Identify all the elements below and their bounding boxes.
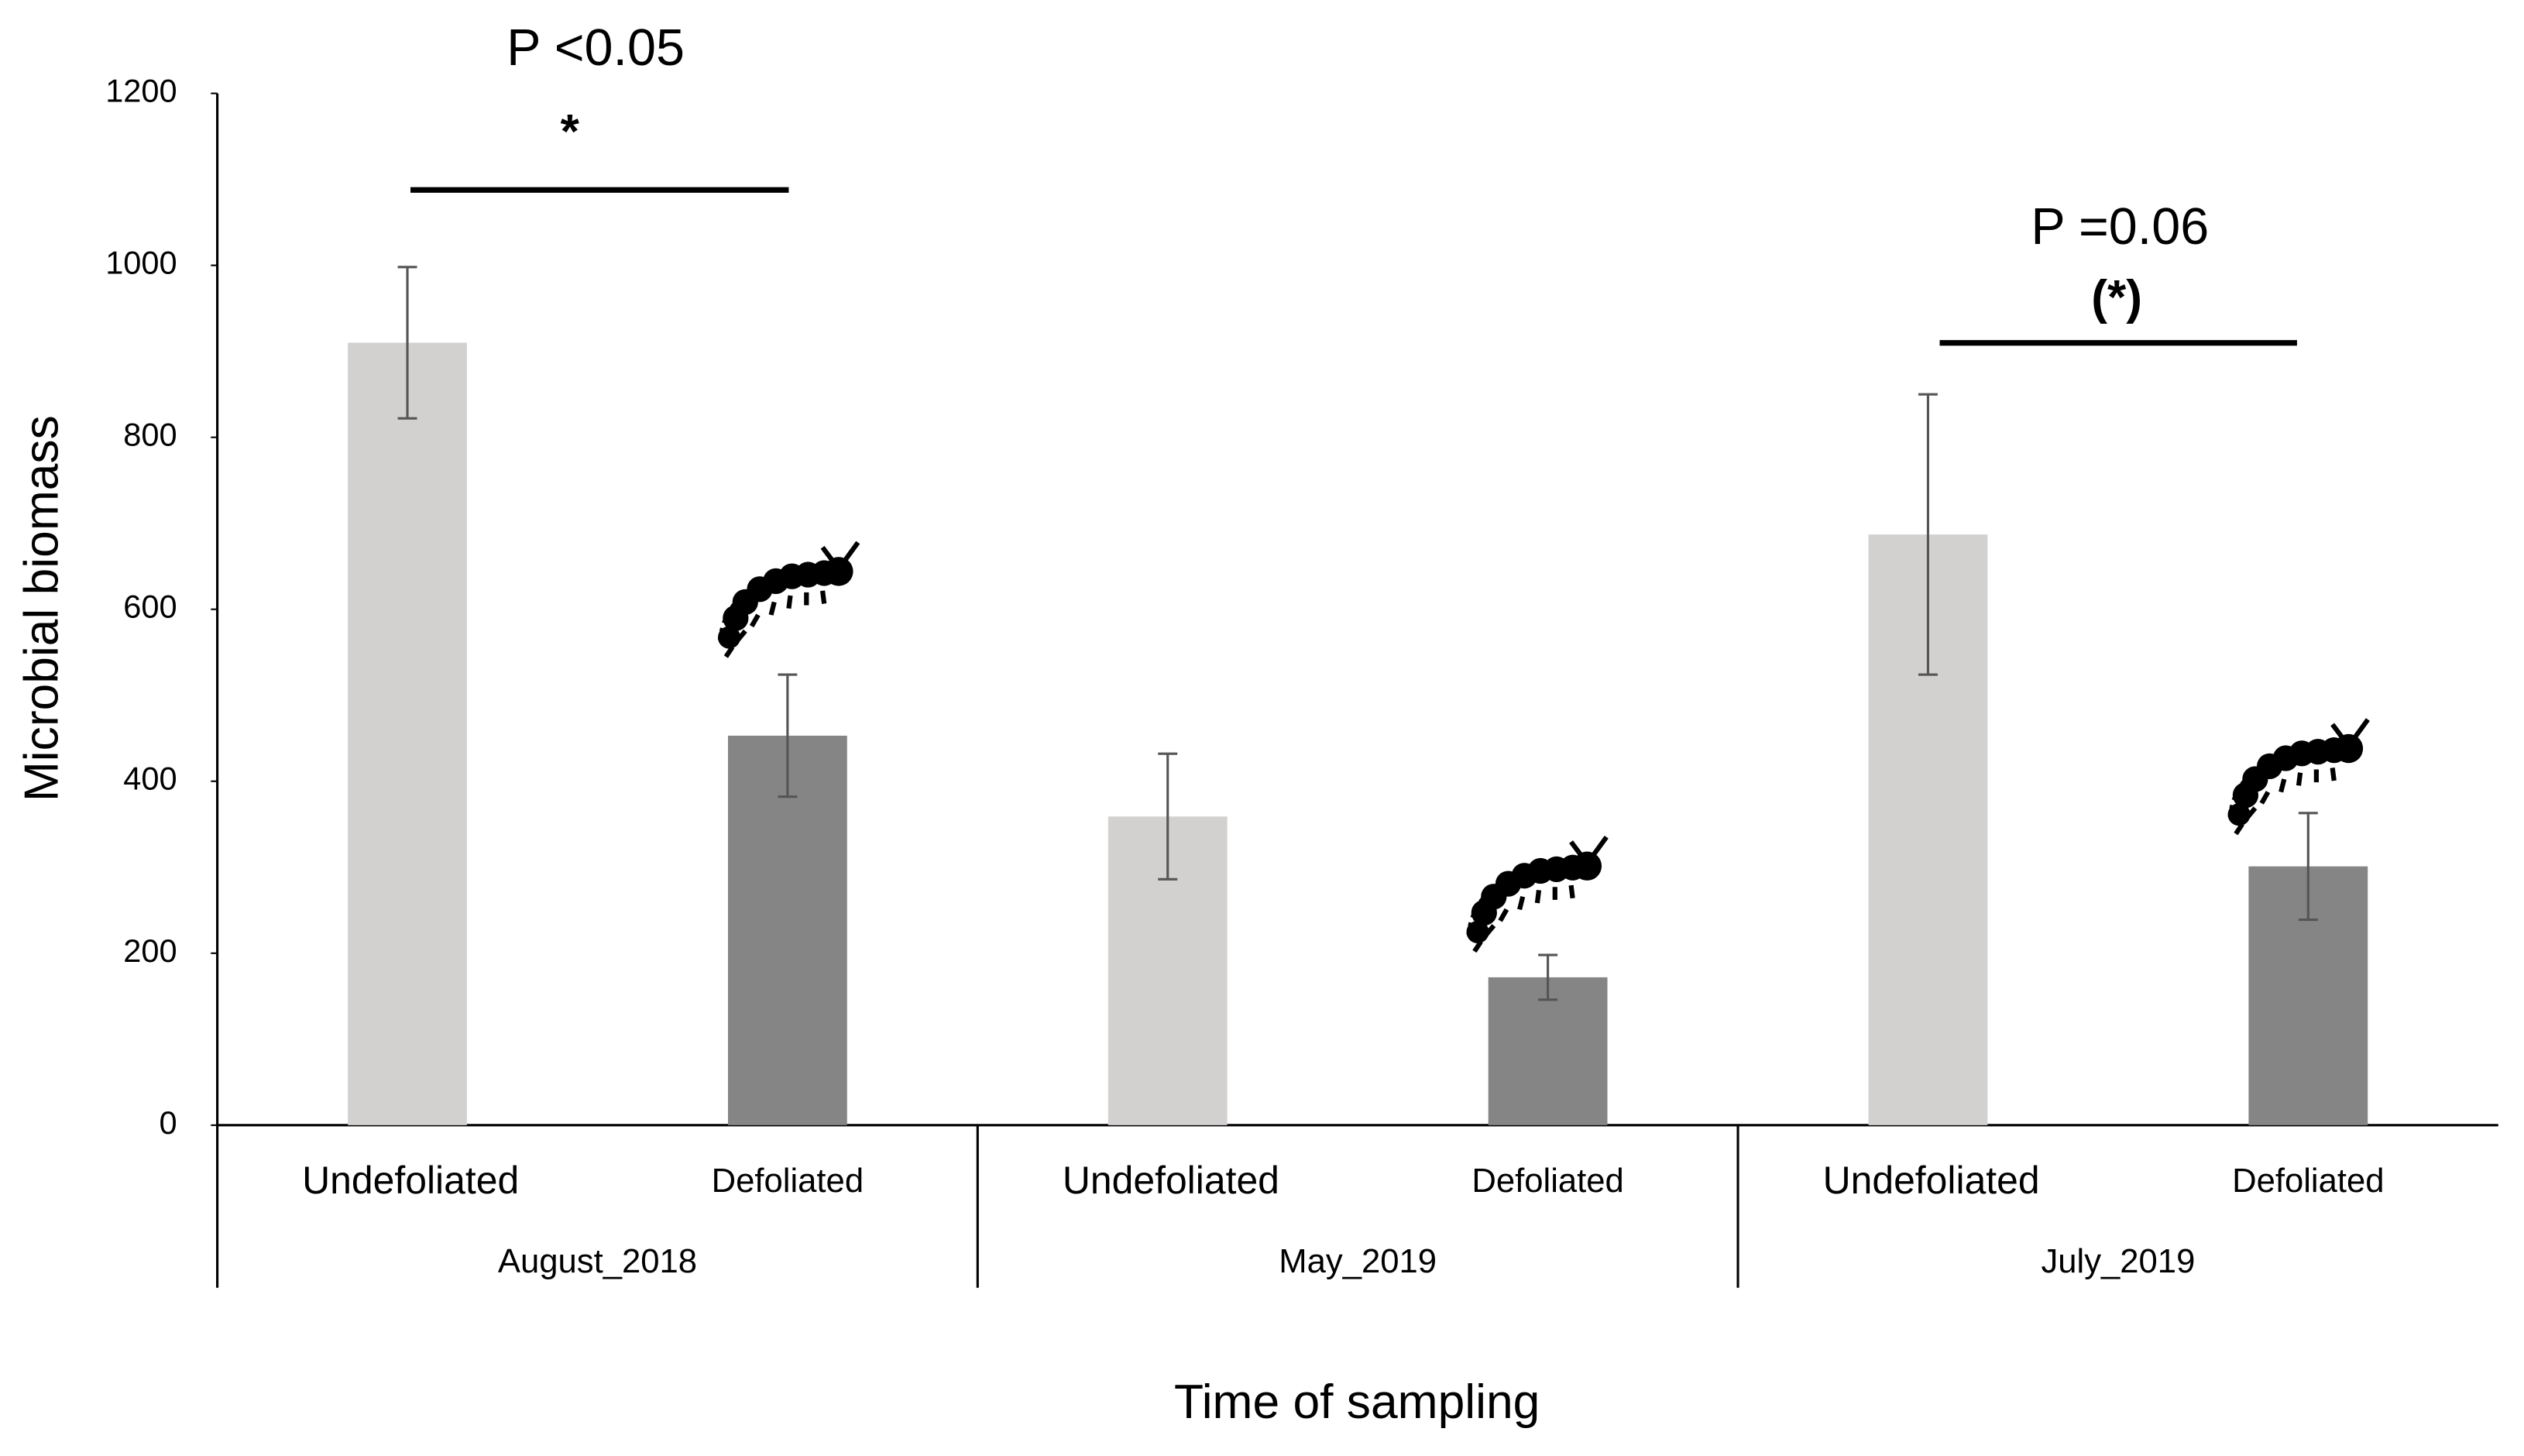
- x-tick-label: Undefoliated: [1823, 1159, 2040, 1202]
- x-tick-label: Defoliated: [1471, 1162, 1623, 1200]
- x-tick-label: Undefoliated: [1063, 1159, 1279, 1202]
- caterpillar-icon: [718, 542, 858, 657]
- y-tick-label: 800: [123, 417, 177, 453]
- y-tick-label: 1200: [105, 73, 177, 109]
- bar: [348, 342, 467, 1125]
- y-tick-label: 200: [123, 932, 177, 969]
- x-tick-label: Defoliated: [712, 1162, 864, 1200]
- annotation: P <0.05: [507, 19, 685, 77]
- y-tick-label: 400: [123, 761, 177, 797]
- annotation: (*): [2091, 271, 2142, 325]
- x-tick-label: Defoliated: [2232, 1162, 2384, 1200]
- y-axis-label: Microbial biomass: [15, 415, 69, 802]
- annotation: P =0.06: [2031, 198, 2209, 256]
- group-label: August_2018: [498, 1242, 697, 1280]
- x-axis-label: Time of sampling: [1174, 1375, 1540, 1429]
- caterpillar-icon: [2228, 719, 2368, 834]
- y-tick-label: 0: [160, 1104, 177, 1141]
- x-tick-label: Undefoliated: [302, 1159, 519, 1202]
- caterpillar-icon: [1466, 837, 1606, 952]
- annotation: *: [561, 105, 580, 159]
- y-tick-label: 1000: [105, 245, 177, 281]
- y-tick-label: 600: [123, 589, 177, 625]
- bar: [727, 735, 847, 1125]
- bar: [1488, 977, 1608, 1125]
- group-label: May_2019: [1279, 1242, 1437, 1280]
- group-label: July_2019: [2041, 1242, 2195, 1280]
